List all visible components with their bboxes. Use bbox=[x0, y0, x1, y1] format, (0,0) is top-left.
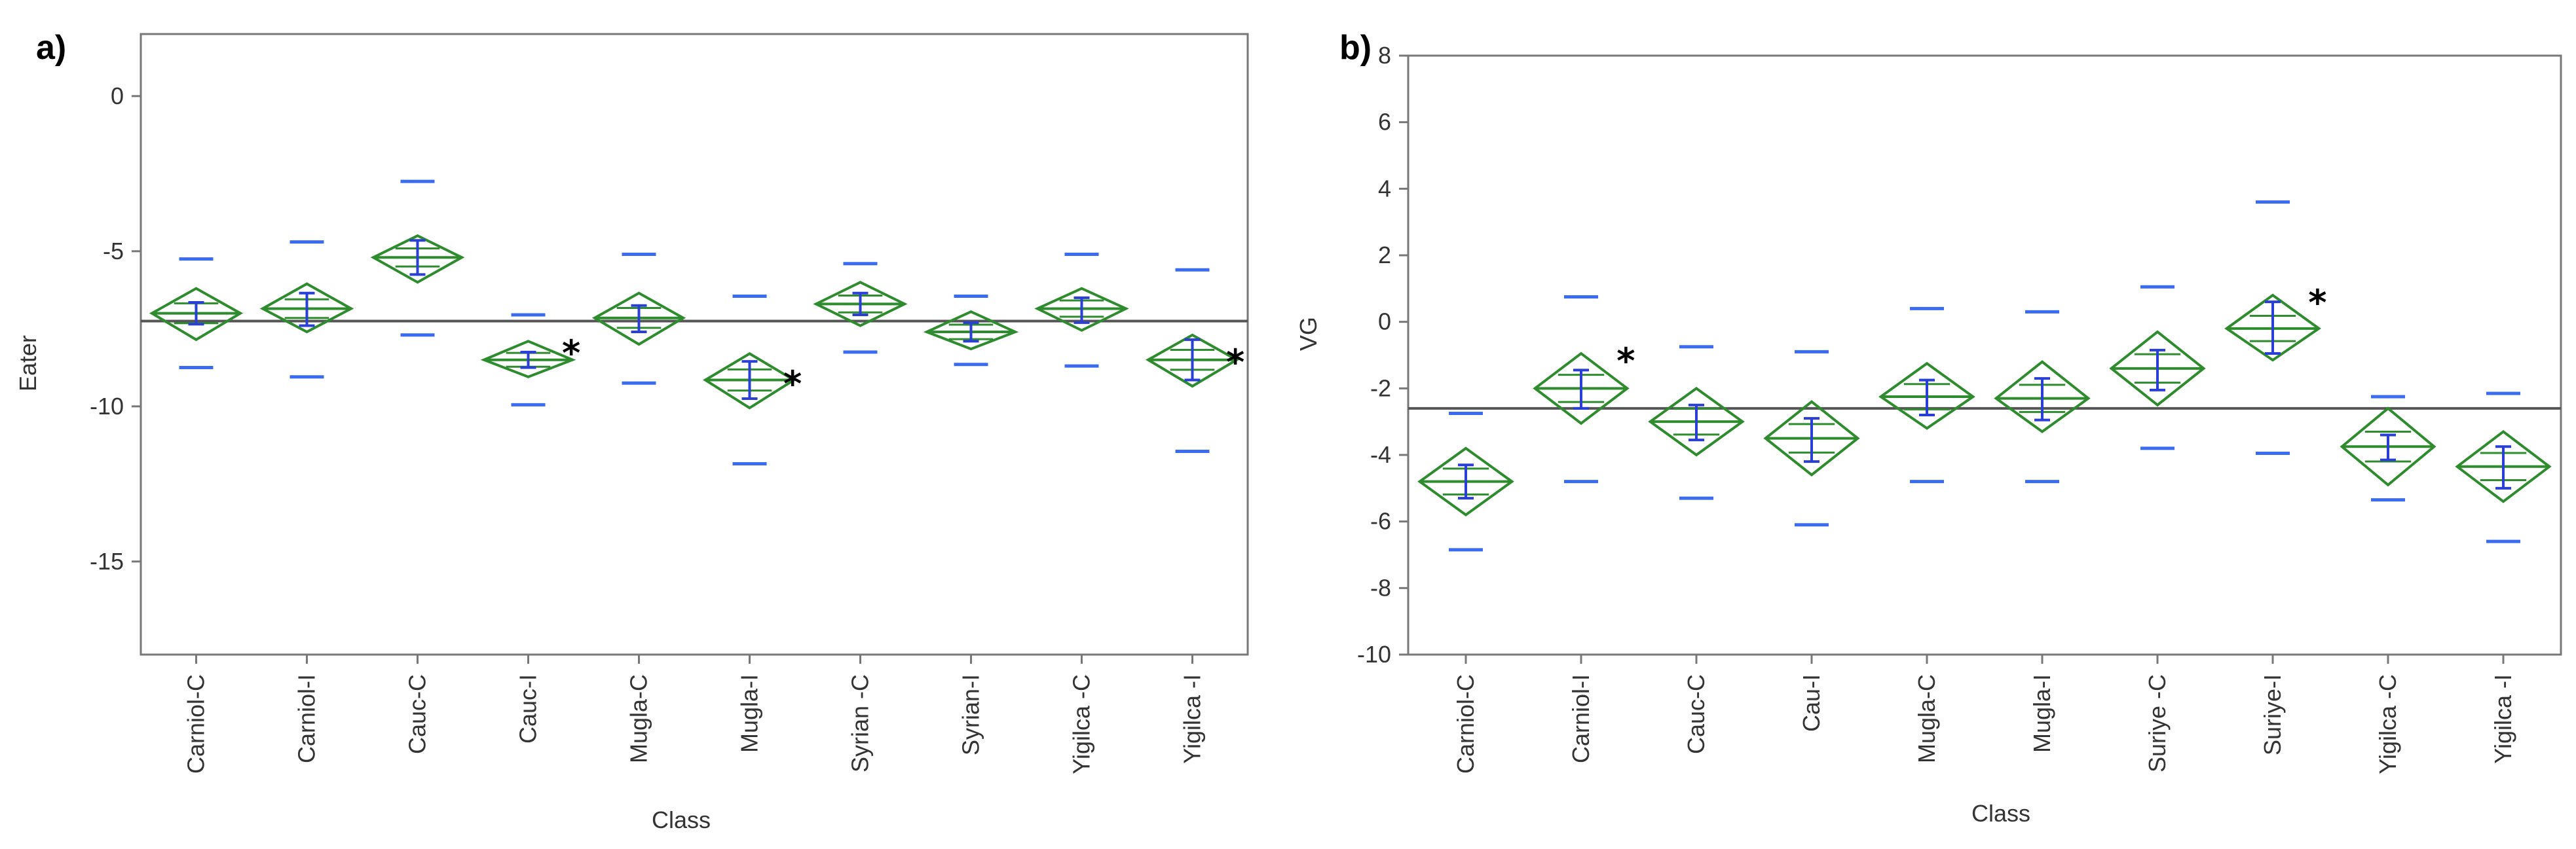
panel-b-category-label: Carniol-I bbox=[1567, 674, 1594, 763]
panel-a-category-label: Mugla-C bbox=[625, 674, 652, 763]
panel-b-ytick-label: -2 bbox=[1370, 374, 1391, 401]
panel-a-category-label: Yigilca -I bbox=[1179, 674, 1206, 764]
panel-a-category-label: Syrian -C bbox=[847, 674, 874, 772]
panel-b-frame bbox=[1407, 54, 2562, 656]
panel-a-ytick-label: 0 bbox=[111, 82, 124, 109]
panel-b-ytick-label: -10 bbox=[1357, 641, 1391, 668]
panel-b-plot-area: 8 6 4 2 0 -2 -4 -6 -8 -10 Carniol-C Carniol-I * Cauc-… bbox=[1357, 42, 2562, 774]
panel-b-ytick-label: 2 bbox=[1378, 242, 1391, 268]
panel-b-category-label: Mugla-I bbox=[2028, 674, 2055, 753]
panel-a-significance-star: * bbox=[562, 333, 580, 374]
panel-a-significance-star: * bbox=[783, 363, 802, 405]
panel-b-significance-star: * bbox=[2308, 282, 2326, 323]
panel-b-ytick-label: -6 bbox=[1370, 508, 1391, 535]
panel-b-category-label: Suriye-I bbox=[2259, 674, 2286, 755]
panel-a: a) Eater Class 0 -5 -10 -15 Carniol-C Carniol… bbox=[14, 29, 1249, 833]
panel-b-ytick-label: -8 bbox=[1370, 574, 1391, 601]
panel-a-label: a) bbox=[36, 29, 66, 67]
panel-b: b) VG Class 8 6 4 2 0 -2 -4 -6 -8 -10 Carniol-C Car… bbox=[1295, 29, 2562, 827]
panel-b-category-label: Carniol-C bbox=[1452, 674, 1479, 774]
panel-b-significance-star: * bbox=[1616, 340, 1635, 382]
panel-a-category-label: Cauc-I bbox=[515, 674, 542, 744]
panel-b-category-label: Mugla-C bbox=[1913, 674, 1940, 763]
panel-b-category-label: Yigilca -I bbox=[2490, 674, 2516, 764]
panel-a-ytick-label: -15 bbox=[90, 548, 124, 575]
panel-b-label: b) bbox=[1339, 29, 1372, 67]
panel-b-ytick-label: -4 bbox=[1370, 441, 1391, 468]
panel-a-frame bbox=[140, 33, 1249, 656]
panel-b-ylabel: VG bbox=[1295, 317, 1322, 351]
panel-a-category-label: Mugla-I bbox=[736, 674, 763, 753]
panel-a-ytick-label: -5 bbox=[103, 238, 124, 264]
panel-b-category-label: Cauc-C bbox=[1683, 674, 1709, 754]
panel-a-plot-area: 0 -5 -10 -15 Carniol-C Carniol-I Cauc-C Cauc-I *… bbox=[90, 33, 1249, 774]
panel-a-category-label: Yigilca -C bbox=[1068, 674, 1095, 774]
panel-b-ytick-label: 0 bbox=[1378, 308, 1391, 335]
panel-a-ylabel: Eater bbox=[14, 335, 41, 391]
panel-a-xlabel: Class bbox=[652, 806, 711, 833]
panel-a-category-label: Syrian-I bbox=[958, 674, 984, 755]
panel-b-ytick-label: 4 bbox=[1378, 175, 1391, 202]
panel-a-category-label: Cauc-C bbox=[404, 674, 431, 754]
panel-b-category-label: Yigilca -C bbox=[2374, 674, 2401, 774]
panel-a-category-label: Carniol-I bbox=[293, 674, 320, 763]
panel-a-category-label: Carniol-C bbox=[183, 674, 210, 774]
panel-b-category-label: Suriye -C bbox=[2144, 674, 2171, 772]
panel-b-ytick-label: 6 bbox=[1378, 109, 1391, 135]
panel-a-significance-star: * bbox=[1226, 342, 1244, 383]
panel-a-ytick-label: -10 bbox=[90, 393, 124, 420]
panel-b-ytick-label: 8 bbox=[1378, 42, 1391, 69]
panel-b-xlabel: Class bbox=[1971, 800, 2030, 827]
panel-b-category-label: Cau-I bbox=[1798, 674, 1825, 732]
